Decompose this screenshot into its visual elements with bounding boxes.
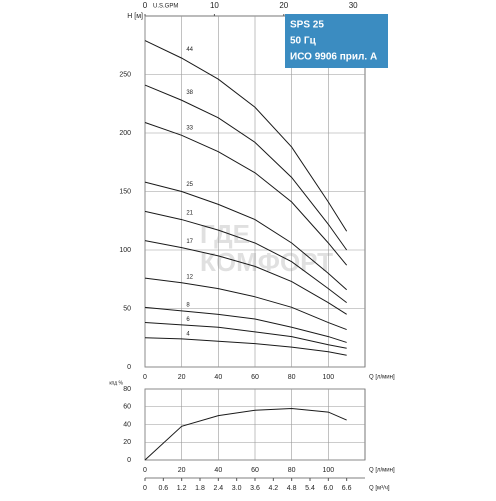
curve	[144, 210, 347, 304]
x2-tick-label: 0.6	[158, 485, 168, 492]
curve-label: 38	[186, 90, 193, 96]
y-tick-label: 80	[123, 386, 131, 393]
x2-tick-label: 5.4	[305, 485, 315, 492]
curve	[144, 121, 348, 266]
x2-tick-label: 2.4	[213, 485, 223, 492]
x-tick-label: 0	[143, 374, 147, 381]
x2-axis-label: U.S.GPM	[153, 4, 178, 10]
curve	[144, 40, 348, 232]
curve-label: 4	[186, 331, 190, 337]
curve	[144, 337, 347, 356]
x-tick-label: 60	[251, 467, 259, 474]
curve-label: 17	[186, 239, 193, 245]
y-tick-label: 60	[123, 404, 131, 411]
curve	[144, 240, 347, 315]
curve	[144, 277, 347, 331]
x2-tick-label: 0	[143, 485, 147, 492]
x2-tick-label: 1.2	[177, 485, 187, 492]
watermark: ГДЕ	[200, 219, 250, 249]
x-axis-label: Q [л/мин]	[369, 468, 395, 474]
y-tick-label: 200	[119, 130, 131, 137]
curve	[144, 408, 347, 461]
x2-tick-label: 3.6	[250, 485, 260, 492]
curve	[144, 84, 348, 251]
curve-label: 12	[186, 274, 193, 280]
curve-label: 8	[186, 303, 190, 309]
y-tick-label: 100	[119, 247, 131, 254]
y-tick-label: 20	[123, 439, 131, 446]
x2-axis-label: Q [м³/ч]	[369, 486, 390, 492]
x2-tick-label: 30	[349, 1, 358, 10]
curve	[144, 306, 347, 343]
x-tick-label: 40	[214, 374, 222, 381]
y-axis-label: кпд %	[109, 380, 123, 386]
curve-label: 25	[186, 182, 193, 188]
x2-tick-label: 0	[143, 1, 148, 10]
x2-tick-label: 4.8	[287, 485, 297, 492]
curve-label: 33	[186, 125, 193, 131]
x-tick-label: 60	[251, 374, 259, 381]
y-tick-label: 50	[123, 305, 131, 312]
curve-label: 44	[186, 47, 193, 53]
info-text: SPS 25	[290, 20, 324, 31]
x2-tick-label: 6.0	[323, 485, 333, 492]
curve	[144, 322, 347, 349]
x2-tick-label: 4.2	[268, 485, 278, 492]
y-tick-label: 150	[119, 188, 131, 195]
x2-tick-label: 3.0	[232, 485, 242, 492]
curve	[144, 181, 348, 291]
x-tick-label: 20	[178, 374, 186, 381]
curve-label: 6	[186, 317, 190, 323]
y-tick-label: 0	[127, 457, 131, 464]
x-tick-label: 80	[288, 467, 296, 474]
info-text: 50 Гц	[290, 36, 317, 47]
y-tick-label: 250	[119, 71, 131, 78]
x-axis-label: Q [л/мин]	[369, 375, 395, 381]
x-tick-label: 20	[178, 467, 186, 474]
x-tick-label: 100	[322, 467, 334, 474]
x2-tick-label: 6.6	[342, 485, 352, 492]
x2-tick-label: 1.8	[195, 485, 205, 492]
y-tick-label: 40	[123, 421, 131, 428]
y-axis-label: H [м]	[127, 13, 143, 20]
x2-tick-label: 10	[210, 1, 219, 10]
info-box	[285, 14, 388, 68]
x-tick-label: 100	[322, 374, 334, 381]
watermark: КОМФОРТ	[200, 247, 333, 277]
x-tick-label: 0	[143, 467, 147, 474]
x2-tick-label: 20	[279, 1, 288, 10]
curve-label: 21	[186, 211, 193, 217]
y-tick-label: 0	[127, 364, 131, 371]
info-text: ИСО 9906 прил. A	[290, 52, 377, 63]
x-tick-label: 80	[288, 374, 296, 381]
x-tick-label: 40	[214, 467, 222, 474]
